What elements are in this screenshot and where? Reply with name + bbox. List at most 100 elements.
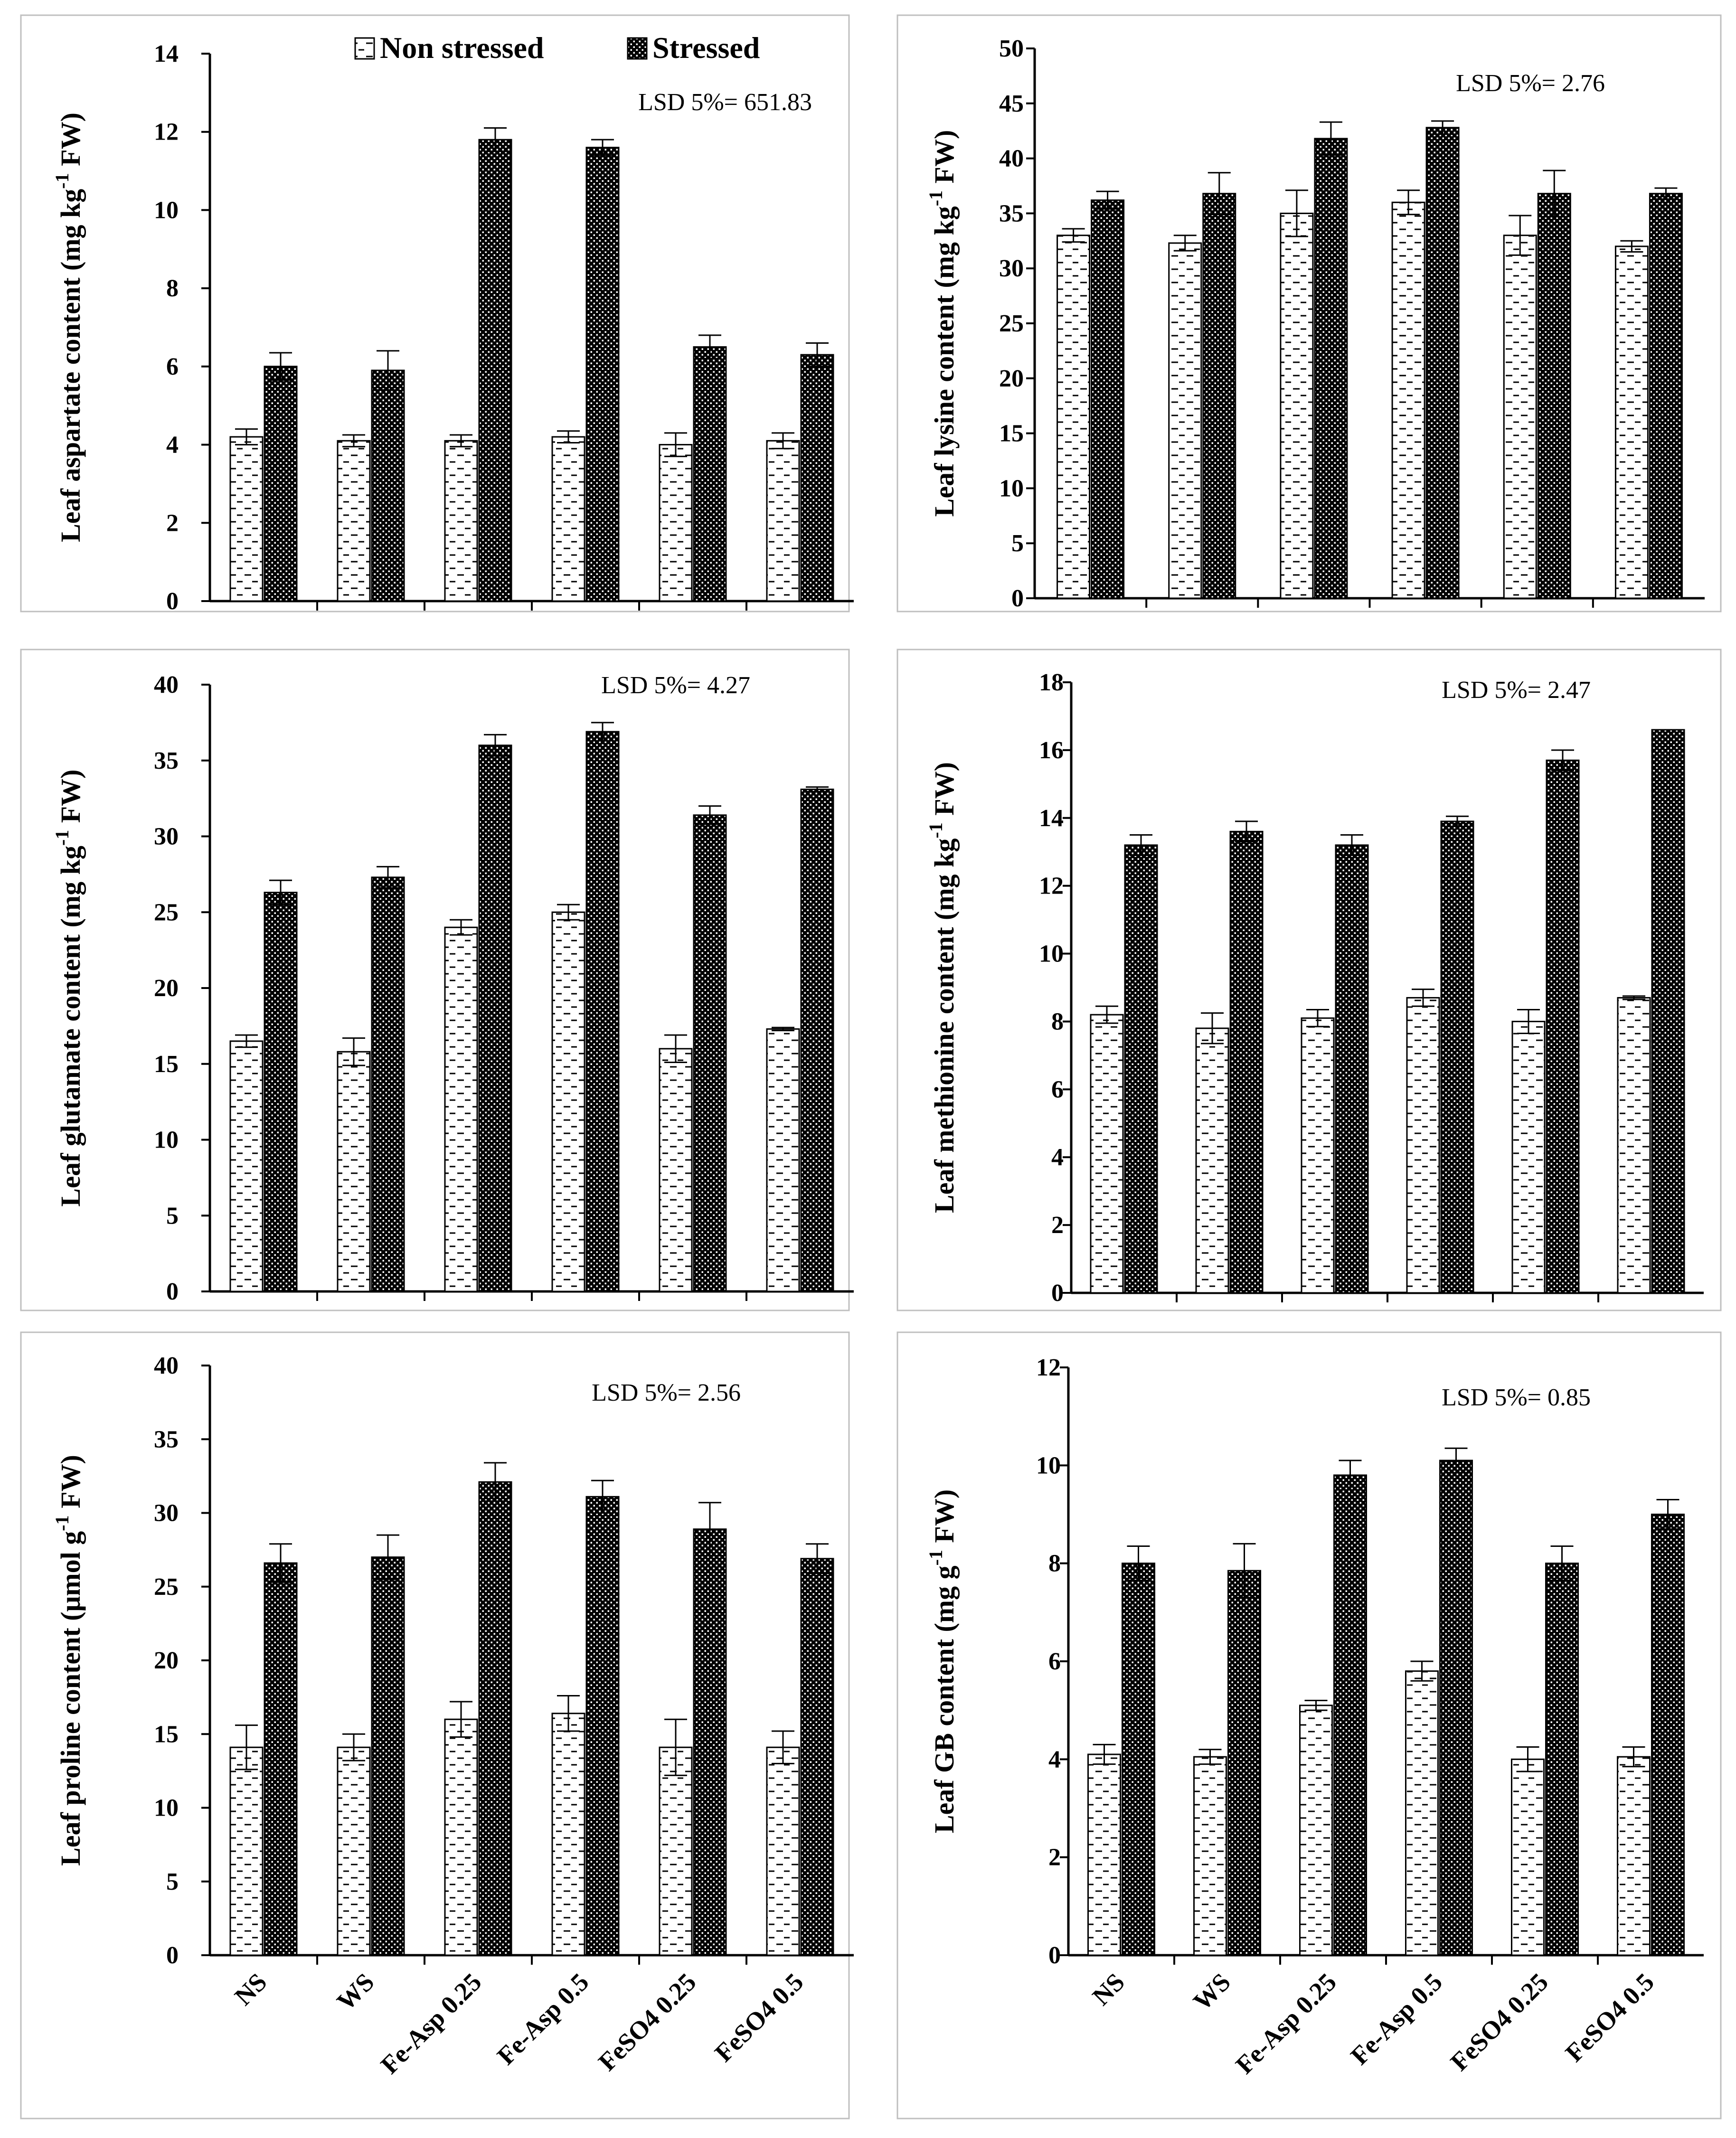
bar-stressed — [371, 369, 405, 602]
panel-frame — [20, 14, 850, 612]
bar-stressed — [1440, 820, 1474, 1294]
bar-stressed — [371, 1556, 405, 1956]
bar-non-stressed — [1299, 1705, 1333, 1956]
bar-stressed — [585, 1496, 620, 1956]
x-tick-label: FeSO4 0.25 — [593, 1968, 701, 2076]
y-tick-label: 5 — [1011, 530, 1024, 557]
y-tick-label: 10 — [1039, 941, 1064, 968]
y-tick-label: 12 — [1039, 873, 1064, 900]
bar-stressed — [1546, 759, 1580, 1294]
y-tick-label: 12 — [1036, 1354, 1061, 1381]
bar-non-stressed — [1617, 997, 1651, 1294]
y-tick-label: 40 — [999, 145, 1024, 172]
y-tick-label: 14 — [1039, 805, 1064, 832]
y-axis-label: Leaf GB content (mg g-1 FW) — [925, 1489, 960, 1833]
x-tick-label: FeSO4 0.25 — [1445, 1968, 1554, 2076]
y-tick-label: 35 — [154, 747, 179, 774]
x-tick-label: Fe-Asp 0.25 — [1230, 1968, 1342, 2079]
lsd-annotation: LSD 5%= 2.47 — [1442, 677, 1591, 704]
bar-non-stressed — [659, 444, 693, 602]
y-tick-label: 40 — [154, 671, 179, 698]
bar-stressed — [693, 346, 727, 602]
panel-frame — [896, 1331, 1722, 2119]
bar-stressed — [371, 876, 405, 1292]
bar-non-stressed — [1511, 1758, 1545, 1956]
bar-non-stressed — [766, 1028, 800, 1292]
bar-stressed — [1091, 199, 1125, 599]
bar-stressed — [1439, 1460, 1473, 1956]
bar-non-stressed — [337, 440, 371, 602]
y-tick-label: 40 — [154, 1352, 179, 1379]
y-tick-label: 20 — [154, 975, 179, 1002]
chart-panel-middle-left: 0 5 10 15 20 25 30 35 40 Leaf glutamate content (… — [20, 649, 854, 1311]
bar-stressed — [800, 354, 834, 602]
bar-non-stressed — [551, 1713, 585, 1956]
bar-non-stressed — [444, 1718, 478, 1956]
bar-non-stressed — [1168, 242, 1202, 599]
bar-non-stressed — [659, 1048, 693, 1292]
y-axis-label: Leaf lysine content (mg kg-1 FW) — [925, 130, 960, 517]
lsd-annotation: LSD 5%= 4.27 — [601, 672, 750, 699]
bar-non-stressed — [229, 1040, 264, 1292]
bar-non-stressed — [1614, 245, 1649, 599]
y-tick-label: 5 — [166, 1202, 179, 1229]
legend-label-non-stressed: Non stressed — [380, 31, 544, 65]
bar-stressed — [264, 1562, 298, 1956]
y-tick-label: 2 — [166, 509, 179, 537]
bar-non-stressed — [1195, 1027, 1229, 1294]
y-axis-label: Leaf aspartate content (mg kg-1 FW) — [51, 113, 86, 542]
bar-stressed — [693, 1528, 727, 1956]
y-tick-label: 25 — [999, 310, 1024, 337]
bar-non-stressed — [1511, 1020, 1546, 1294]
bar-non-stressed — [551, 911, 585, 1292]
y-tick-label: 25 — [154, 1573, 179, 1601]
bar-non-stressed — [1280, 212, 1314, 599]
y-tick-label: 4 — [166, 432, 179, 459]
x-tick-label: Fe-Asp 0.25 — [375, 1968, 487, 2079]
bar-non-stressed — [444, 440, 478, 602]
y-tick-label: 15 — [154, 1721, 179, 1748]
bar-stressed — [264, 366, 298, 602]
y-tick-label: 35 — [999, 200, 1024, 227]
y-tick-label: 10 — [154, 1795, 179, 1822]
bar-non-stressed — [659, 1746, 693, 1956]
bar-stressed — [1202, 193, 1236, 599]
bar-non-stressed — [766, 1746, 800, 1956]
y-tick-label: 30 — [999, 255, 1024, 282]
x-tick-label: NS — [229, 1968, 272, 2011]
bar-non-stressed — [1503, 235, 1537, 599]
panel-frame — [896, 14, 1722, 612]
bar-non-stressed — [1090, 1014, 1124, 1294]
y-axis-label: Leaf proline content (μmol g-1 FW) — [51, 1455, 86, 1866]
y-tick-label: 2 — [1051, 1212, 1064, 1239]
bar-stressed — [1227, 1570, 1261, 1956]
y-tick-label: 50 — [999, 35, 1024, 62]
chart-panel-top-right: 0 5 10 15 20 25 30 35 40 45 50 Leaf lysine content … — [896, 14, 1722, 612]
y-tick-label: 8 — [166, 275, 179, 302]
bar-stressed — [585, 731, 620, 1292]
y-tick-label: 45 — [999, 90, 1024, 117]
y-tick-label: 10 — [999, 475, 1024, 502]
bar-stressed — [1425, 127, 1460, 599]
y-tick-label: 10 — [154, 1127, 179, 1154]
bar-stressed — [1649, 193, 1683, 599]
y-tick-label: 0 — [166, 588, 179, 615]
bar-stressed — [1124, 844, 1158, 1294]
y-tick-label: 16 — [1039, 737, 1064, 764]
y-tick-label: 6 — [1048, 1648, 1061, 1675]
bar-non-stressed — [551, 436, 585, 602]
panel-frame — [20, 1331, 850, 2119]
bar-stressed — [800, 1558, 834, 1956]
bar-stressed — [478, 139, 512, 602]
y-tick-label: 25 — [154, 899, 179, 926]
bar-stressed — [1651, 1514, 1685, 1956]
lsd-annotation: LSD 5%= 651.83 — [638, 89, 812, 116]
y-tick-label: 0 — [1051, 1280, 1064, 1307]
bar-non-stressed — [229, 436, 264, 602]
bar-non-stressed — [1391, 201, 1425, 599]
y-tick-label: 15 — [999, 420, 1024, 447]
bar-stressed — [1314, 138, 1348, 599]
bar-non-stressed — [1087, 1753, 1121, 1956]
bar-stressed — [478, 744, 512, 1292]
